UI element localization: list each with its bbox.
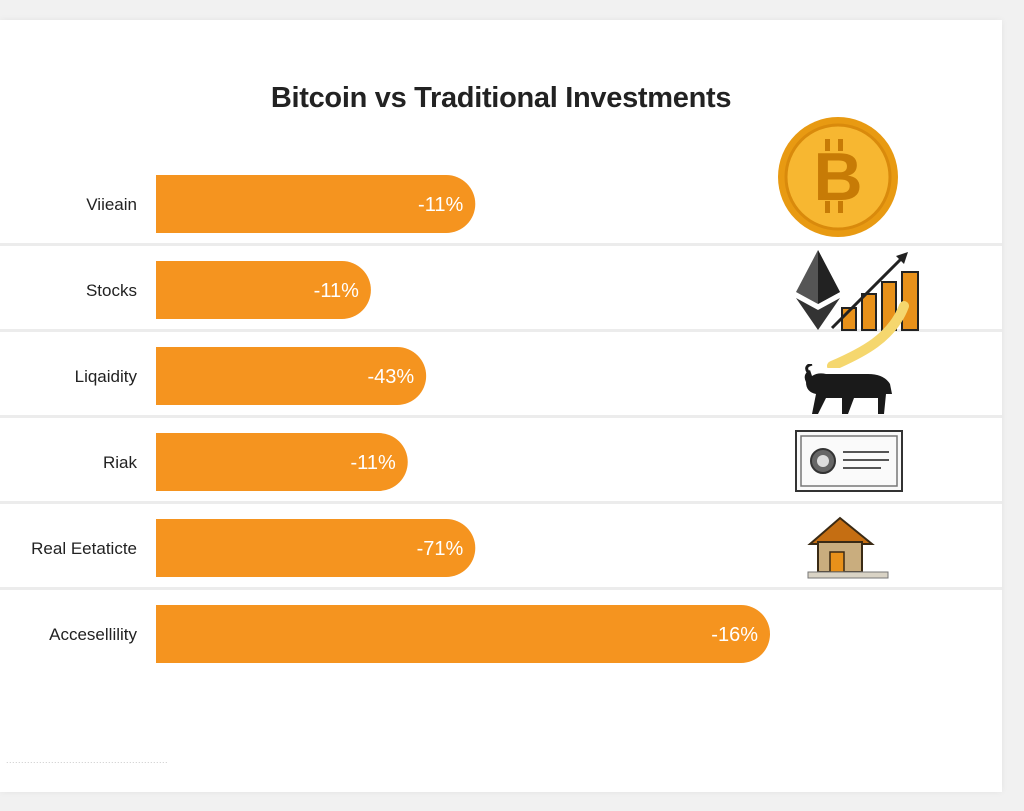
bull-icon [804, 364, 892, 414]
house-icon [807, 516, 889, 579]
bar [156, 605, 770, 663]
row-separator [0, 243, 1002, 246]
bar-value-label: -16% [711, 624, 758, 646]
bar-value-label: -11% [418, 194, 463, 216]
bar-value-label: -71% [417, 538, 464, 560]
category-label: Liqaidity [75, 367, 138, 386]
category-label: Real Eetaticte [31, 539, 137, 558]
category-label: Accesellility [49, 625, 137, 644]
bar-value-label: -11% [314, 280, 359, 302]
category-label: Viieain [86, 195, 137, 214]
bar-value-label: -43% [367, 366, 414, 388]
category-label: Riak [103, 453, 138, 472]
bar [156, 347, 427, 405]
ethereum-growth-chart-icon [796, 250, 919, 368]
bitcoin-coin-icon: B [778, 117, 898, 237]
bar [156, 519, 476, 577]
footer-note: ........................................… [6, 755, 169, 765]
bar [156, 261, 371, 319]
chart-title: Bitcoin vs Traditional Investments [270, 82, 732, 114]
row-separator [0, 415, 1002, 418]
certificate-icon [795, 430, 903, 492]
bar [156, 175, 476, 233]
bar [156, 433, 408, 491]
row-separator [0, 329, 1002, 332]
category-label: Stocks [86, 281, 137, 300]
bar-value-label: -11% [351, 452, 396, 474]
row-separator [0, 587, 1002, 590]
row-separator [0, 501, 1002, 504]
